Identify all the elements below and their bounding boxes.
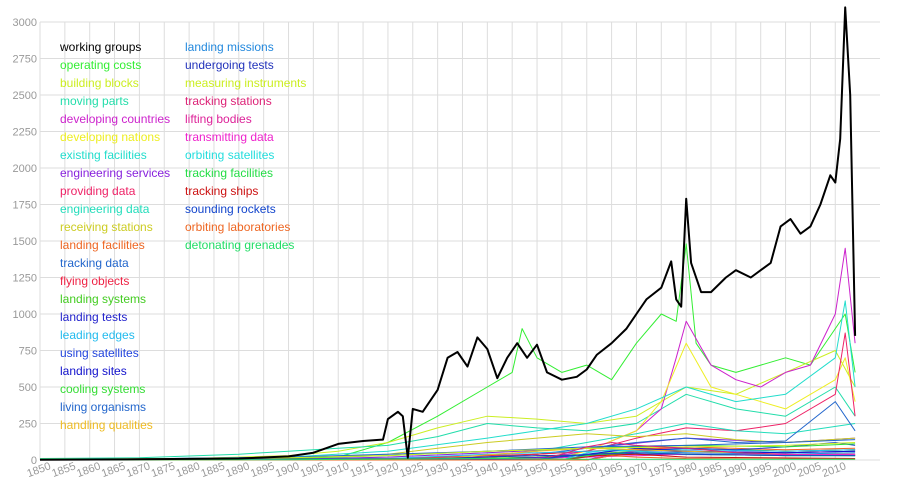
series-line-detonating-grenades xyxy=(39,458,856,461)
legend-entry: landing sites xyxy=(60,364,127,378)
legend-entry: moving parts xyxy=(60,94,129,108)
legend-entry: building blocks xyxy=(60,76,139,90)
x-tick-label: 1995 xyxy=(746,460,773,480)
x-tick-label: 1935 xyxy=(448,460,475,480)
x-tick-label: 1980 xyxy=(672,460,699,480)
x-tick-label: 1950 xyxy=(522,460,549,480)
x-tick-label: 1890 xyxy=(224,460,251,480)
x-tick-label: 1880 xyxy=(175,460,202,480)
x-tick-label: 1905 xyxy=(299,460,326,480)
series-line-working-groups xyxy=(39,6,857,461)
legend-column-2: landing missions undergoing tests measurin… xyxy=(185,38,306,254)
legend-entry: operating costs xyxy=(60,58,142,72)
legend-entry: receiving stations xyxy=(60,220,153,234)
legend-entry: using satellites xyxy=(60,346,139,360)
legend-entry: tracking facilities xyxy=(185,166,274,180)
legend-entry: engineering services xyxy=(60,166,171,180)
x-tick-label: 1895 xyxy=(249,460,276,480)
series-lines xyxy=(39,6,857,461)
legend-entry: measuring instruments xyxy=(185,76,307,90)
x-tick-label: 1865 xyxy=(100,460,127,480)
x-tick-label: 1860 xyxy=(75,460,102,480)
legend-entry: transmitting data xyxy=(185,130,274,144)
legend-entry: engineering data xyxy=(60,202,150,216)
legend-entry: landing facilities xyxy=(60,238,145,252)
legend-entry: orbiting satellites xyxy=(185,148,275,162)
legend-column-1: working groups operating costs building bl… xyxy=(60,38,170,434)
x-tick-label: 1970 xyxy=(622,460,649,480)
legend-entry: landing missions xyxy=(185,40,274,54)
x-tick-label: 1955 xyxy=(547,460,574,480)
x-tick-label: 1850 xyxy=(25,460,52,480)
y-tick-label: 750 xyxy=(19,346,37,358)
x-tick-label: 1985 xyxy=(696,460,723,480)
x-tick-label: 1885 xyxy=(199,460,226,480)
x-tick-label: 1875 xyxy=(150,460,177,480)
legend-entry: detonating grenades xyxy=(185,238,295,252)
legend-entry: landing systems xyxy=(60,292,147,306)
x-tick-label: 1910 xyxy=(324,460,351,480)
series-line-orbiting-laboratories xyxy=(40,455,856,461)
legend-entry: developing nations xyxy=(60,130,161,144)
y-tick-label: 2500 xyxy=(13,90,37,102)
legend-entry: developing countries xyxy=(60,112,171,126)
legend-entry: tracking data xyxy=(60,256,129,270)
y-tick-label: 2250 xyxy=(13,127,37,139)
series-line-building-blocks xyxy=(39,350,856,460)
x-tick-label: 1855 xyxy=(50,460,77,480)
x-tick-label: 1960 xyxy=(572,460,599,480)
series-line-living-organisms xyxy=(39,439,856,461)
x-tick-label: 1975 xyxy=(647,460,674,480)
x-tick-label: 2000 xyxy=(771,460,798,480)
x-tick-label: 1965 xyxy=(597,460,624,480)
series-line-operating-costs xyxy=(39,243,856,461)
x-tick-label: 1900 xyxy=(274,460,301,480)
legend-entry: sounding rockets xyxy=(185,202,276,216)
legend-entry: providing data xyxy=(60,184,136,198)
x-tick-label: 1990 xyxy=(721,460,748,480)
legend-entry: lifting bodies xyxy=(185,112,252,126)
y-tick-label: 2750 xyxy=(13,54,37,66)
x-tick-label: 1940 xyxy=(473,460,500,480)
y-tick-label: 500 xyxy=(19,382,37,394)
legend-entry: flying objects xyxy=(60,274,130,288)
legend-entry: handling qualities xyxy=(60,418,153,432)
x-tick-label: 1925 xyxy=(398,460,425,480)
x-tick-label: 2010 xyxy=(821,460,848,480)
y-tick-label: 1000 xyxy=(13,309,37,321)
y-tick-label: 1250 xyxy=(13,273,37,285)
y-tick-label: 1750 xyxy=(13,200,37,212)
legend-entry: leading edges xyxy=(60,328,135,342)
legend-entry: working groups xyxy=(60,40,142,54)
x-tick-label: 1870 xyxy=(125,460,152,480)
x-tick-label: 1915 xyxy=(348,460,375,480)
y-tick-label: 250 xyxy=(19,419,37,431)
legend-entry: undergoing tests xyxy=(185,58,274,72)
legend-entry: existing facilities xyxy=(60,148,147,162)
y-tick-label: 3000 xyxy=(13,17,37,29)
x-tick-label: 1920 xyxy=(373,460,400,480)
series-line-moving-parts xyxy=(39,386,856,459)
x-tick-label: 1945 xyxy=(498,460,525,480)
series-line-tracking-stations xyxy=(40,442,856,461)
y-tick-label: 0 xyxy=(31,455,37,467)
grid-lines xyxy=(39,21,880,461)
legend-entry: tracking stations xyxy=(185,94,272,108)
y-tick-label: 2000 xyxy=(13,163,37,175)
legend-entry: living organisms xyxy=(60,400,147,414)
legend-entry: cooling systems xyxy=(60,382,146,396)
x-tick-label: 1930 xyxy=(423,460,450,480)
legend-entry: tracking ships xyxy=(185,184,259,198)
legend-entry: orbiting laboratories xyxy=(185,220,291,234)
y-tick-label: 1500 xyxy=(13,236,37,248)
legend-entry: landing tests xyxy=(60,310,128,324)
x-tick-label: 2005 xyxy=(796,460,823,480)
series-line-existing-facilities xyxy=(39,300,856,461)
